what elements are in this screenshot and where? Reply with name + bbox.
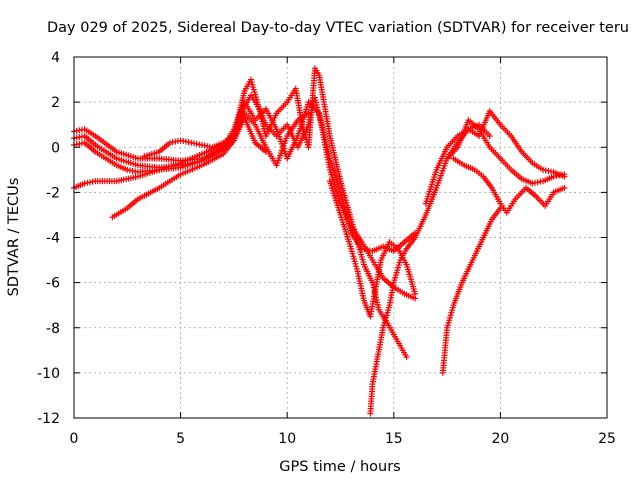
y-tick-label: -10 [37,366,60,382]
data-point [486,132,493,139]
data-point [412,290,419,297]
y-tick-label: 2 [51,95,60,111]
data-point [403,354,410,361]
data-point [262,148,269,155]
x-tick-label: 20 [491,431,509,447]
data-series [109,114,269,221]
y-tick-label: -8 [46,321,60,337]
x-tick-label: 25 [598,431,616,447]
y-tick-label: 0 [51,140,60,156]
data-point [561,184,568,191]
x-tick-label: 15 [385,431,403,447]
y-tick-label: -4 [46,231,60,247]
x-tick-label: 5 [176,431,185,447]
data-point [305,110,312,117]
data-series [367,121,493,417]
data-series [439,205,504,376]
data-series [326,178,419,320]
y-tick-label: -6 [46,276,60,292]
data-points [71,65,568,417]
data-series [422,108,568,207]
data-series [141,103,248,160]
data-point [241,103,248,110]
x-axis-label: GPS time / hours [279,459,400,475]
x-axis-ticks: 0 5 10 15 20 25 [70,57,616,447]
data-series [450,155,568,216]
grid-lines [74,57,607,418]
data-point [497,205,504,212]
y-tick-label: -12 [37,411,60,427]
data-series [71,65,410,361]
data-series [444,117,568,187]
chart-title: Day 029 of 2025, Sidereal Day-to-day VTE… [47,20,629,36]
data-point [561,171,568,178]
y-axis-label: SDTVAR / TECUs [6,178,22,297]
x-tick-label: 0 [70,431,79,447]
y-axis-ticks: -12 -10 -8 -6 -4 -2 0 2 4 [37,50,607,427]
y-tick-label: 4 [51,50,60,66]
x-tick-label: 10 [278,431,296,447]
y-tick-label: -2 [46,185,60,201]
